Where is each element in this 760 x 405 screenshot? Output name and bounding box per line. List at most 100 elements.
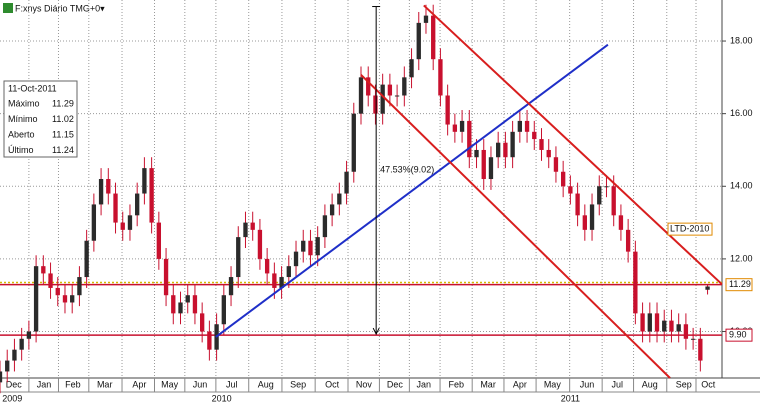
info-value: 11.15: [52, 129, 74, 139]
candle-body: [286, 266, 291, 278]
y-tick-label: 16.00: [730, 108, 753, 118]
candle-body: [228, 277, 234, 296]
candle-body: [62, 295, 68, 303]
candle-body: [459, 120, 465, 132]
candle-body: [539, 139, 544, 150]
candle-body: [70, 295, 75, 303]
info-value: 11.02: [52, 114, 74, 124]
candle-body: [0, 371, 3, 383]
candle-body: [55, 287, 60, 296]
x-tick-label: Aug: [642, 379, 658, 389]
candle-body: [669, 320, 674, 332]
candle-body: [640, 313, 645, 332]
candle-body: [488, 157, 494, 180]
candle-body: [358, 77, 364, 114]
candle-body: [293, 251, 299, 267]
symbol-icon: [3, 3, 13, 13]
candle-body: [192, 295, 198, 314]
price-tag: [725, 328, 753, 342]
x-tick-label: Sep: [676, 379, 692, 389]
candle-body: [236, 237, 241, 278]
x-tick-label: Aug: [258, 379, 274, 389]
x-tick-label: Jun: [193, 379, 208, 389]
info-value: 11.29: [52, 98, 74, 108]
x-tick-label: Dec: [6, 379, 23, 389]
candle-body: [199, 313, 205, 332]
measure-arrow: [372, 327, 380, 336]
candle-body: [452, 124, 458, 132]
candle-body: [149, 168, 154, 223]
candle-body: [329, 204, 335, 216]
candle-body: [698, 338, 703, 361]
info-date: 11-Oct-2011: [8, 83, 57, 93]
y-tick-label: 12.00: [730, 253, 753, 263]
y-tick-label: 14.00: [730, 181, 753, 191]
x-tick-label: Mar: [97, 379, 113, 389]
x-tick-label: Sep: [290, 379, 306, 389]
candle-body: [568, 186, 573, 194]
x-tick-label: Mar: [480, 379, 496, 389]
candle-body: [221, 295, 226, 325]
price-tag-label: 9.90: [729, 330, 747, 340]
candle-body: [178, 302, 183, 314]
candle-body: [676, 324, 681, 332]
year-label: 2011: [561, 393, 580, 403]
measure-label: 47.53%(9.02): [380, 165, 434, 175]
x-tick-label: Apr: [132, 379, 146, 389]
candle-body: [445, 95, 450, 125]
candle-body: [351, 113, 356, 172]
price-tag-label: 11.29: [729, 279, 751, 289]
candle-body: [546, 149, 551, 158]
x-tick-label: Jul: [226, 379, 238, 389]
candle-body: [48, 273, 53, 288]
candle-body: [272, 273, 277, 288]
y-tick-label: 18.00: [730, 35, 753, 45]
x-tick-label: May: [161, 379, 179, 389]
candle-body: [264, 258, 270, 274]
candle-body: [474, 149, 479, 158]
candle-body: [560, 171, 566, 187]
candle-body: [633, 251, 638, 314]
candle-body: [171, 295, 176, 314]
x-tick-label: Dec: [387, 379, 404, 389]
candle-body: [77, 277, 82, 296]
candle-body: [250, 222, 255, 230]
candle-body: [308, 240, 313, 256]
candle-body: [625, 229, 631, 252]
candle-body: [322, 215, 328, 238]
info-key: Aberto: [8, 129, 35, 139]
candle-body: [315, 237, 320, 256]
info-box: [3, 80, 78, 158]
info-key: Máximo: [8, 98, 40, 108]
candle-body: [510, 131, 515, 158]
candle-body: [597, 186, 602, 205]
candle-body: [98, 179, 104, 205]
candle-body: [503, 142, 508, 158]
year-label: 2009: [2, 393, 22, 403]
candle-body: [611, 186, 616, 216]
candle-body: [402, 77, 407, 96]
candle-body: [496, 142, 501, 158]
candle-body: [33, 266, 39, 332]
x-tick-label: Oct: [325, 379, 340, 389]
candle-body: [532, 131, 537, 140]
chart-title[interactable]: F:xnys Diário TMG+0▾: [15, 3, 105, 13]
candle-body: [185, 295, 190, 303]
x-tick-label: Oct: [701, 379, 716, 389]
trend-line: [423, 4, 723, 286]
x-tick-label: Jul: [612, 379, 624, 389]
candle-body: [127, 215, 133, 230]
candle-body: [380, 84, 385, 114]
trend-line: [215, 43, 609, 338]
candle-body: [26, 331, 32, 339]
trend-line: [360, 74, 671, 379]
candle-body: [690, 338, 696, 340]
candle-body: [41, 266, 46, 274]
candle-body: [481, 149, 486, 180]
candle-body: [106, 179, 111, 194]
candle-body: [575, 193, 580, 216]
candle-body: [163, 258, 169, 296]
candle-body: [387, 84, 393, 96]
candle-body: [91, 204, 97, 241]
